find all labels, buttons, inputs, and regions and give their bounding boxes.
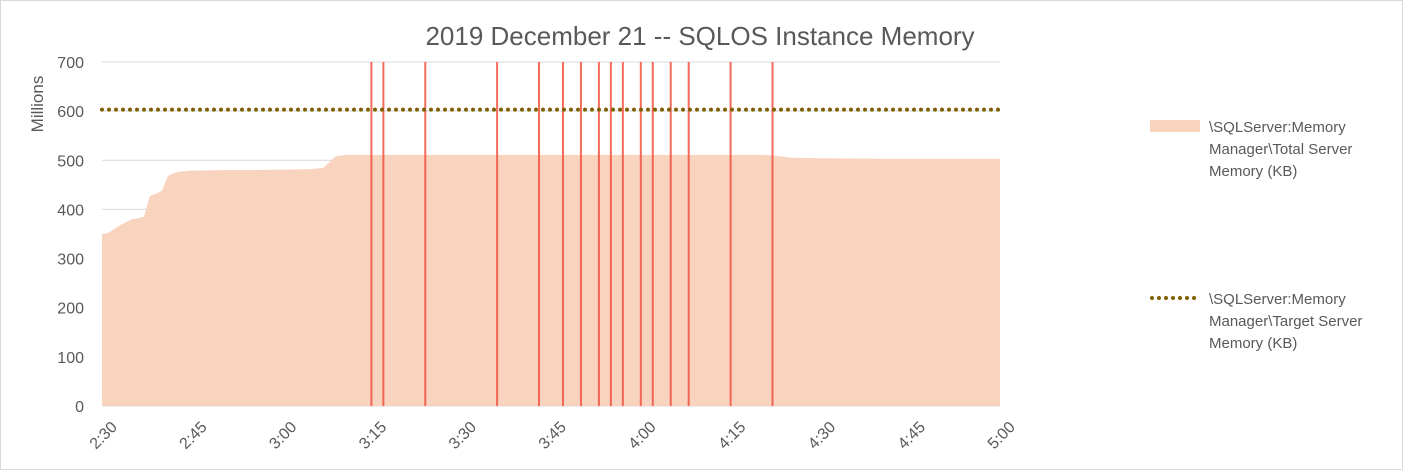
x-tick-label: 3:30 bbox=[446, 419, 480, 453]
y-axis-title: Millions bbox=[28, 76, 47, 133]
y-tick-label: 400 bbox=[57, 202, 84, 219]
x-tick-label: 4:15 bbox=[715, 419, 749, 453]
legend-label: Memory (KB) bbox=[1209, 335, 1297, 352]
y-tick-label: 100 bbox=[57, 350, 84, 367]
x-tick-label: 3:00 bbox=[266, 419, 300, 453]
x-axis: 2:30 2:45 3:00 3:15 3:30 3:45 4:00 4:15 4:30 4:45… bbox=[87, 419, 1019, 453]
x-tick-label: 3:45 bbox=[536, 419, 570, 453]
legend: \SQLServer:Memory Manager\Total Server Mem… bbox=[1150, 119, 1362, 352]
plot-area bbox=[102, 154, 1000, 406]
legend-label: \SQLServer:Memory bbox=[1209, 291, 1346, 308]
y-tick-label: 600 bbox=[57, 104, 84, 121]
legend-label: Memory (KB) bbox=[1209, 163, 1297, 180]
legend-label: Manager\Target Server bbox=[1209, 313, 1362, 330]
x-tick-label: 3:15 bbox=[356, 419, 390, 453]
legend-item: \SQLServer:Memory Manager\Target Server Me… bbox=[1150, 291, 1362, 352]
legend-label: Manager\Total Server bbox=[1209, 141, 1352, 158]
x-tick-label: 4:45 bbox=[895, 419, 929, 453]
y-tick-label: 200 bbox=[57, 301, 84, 318]
x-tick-label: 2:30 bbox=[87, 419, 121, 453]
y-tick-label: 0 bbox=[75, 399, 84, 416]
legend-swatch bbox=[1150, 120, 1200, 132]
total-server-memory-area bbox=[102, 154, 1000, 406]
x-tick-label: 2:45 bbox=[177, 419, 211, 453]
y-axis: 0 100 200 300 400 500 600 700 bbox=[57, 55, 84, 416]
x-tick-label: 5:00 bbox=[985, 419, 1019, 453]
legend-item: \SQLServer:Memory Manager\Total Server Mem… bbox=[1150, 119, 1352, 180]
spike-series bbox=[370, 62, 774, 406]
legend-label: \SQLServer:Memory bbox=[1209, 119, 1346, 136]
x-tick-label: 4:30 bbox=[805, 419, 839, 453]
y-tick-label: 500 bbox=[57, 153, 84, 170]
y-tick-label: 700 bbox=[57, 55, 84, 72]
x-tick-label: 4:00 bbox=[626, 419, 660, 453]
chart-title: 2019 December 21 -- SQLOS Instance Memor… bbox=[425, 21, 974, 51]
y-tick-label: 300 bbox=[57, 252, 84, 269]
